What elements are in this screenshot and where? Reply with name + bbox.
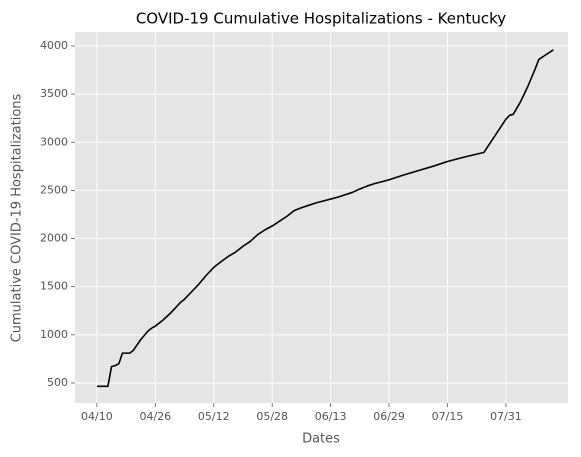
y-tick-label: 500 [47,376,68,389]
y-tick-label: 4000 [40,39,68,52]
y-tick-label: 1000 [40,328,68,341]
x-tick-label: 04/26 [139,410,171,423]
y-tick-label: 3500 [40,87,68,100]
x-axis-label: Dates [302,432,340,447]
x-tick-label: 07/31 [490,410,522,423]
chart-title: COVID-19 Cumulative Hospitalizations - K… [136,10,506,28]
x-tick-label: 06/13 [315,410,347,423]
y-tick-label: 1500 [40,280,68,293]
marks [96,49,554,388]
x-tick-label: 06/29 [373,410,405,423]
x-tick-label: 05/12 [198,410,230,423]
y-tick-label: 2000 [40,232,68,245]
grid [75,32,568,403]
y-axis-label: Cumulative COVID-19 Hospitalizations [10,93,25,342]
x-tick-label: 05/28 [256,410,288,423]
line [96,49,554,388]
x-tick-label: 07/15 [432,410,464,423]
x-tick-label: 04/10 [81,410,113,423]
y-tick-label: 3000 [40,135,68,148]
y-tick-label: 2500 [40,183,68,196]
plot-area [75,32,568,403]
